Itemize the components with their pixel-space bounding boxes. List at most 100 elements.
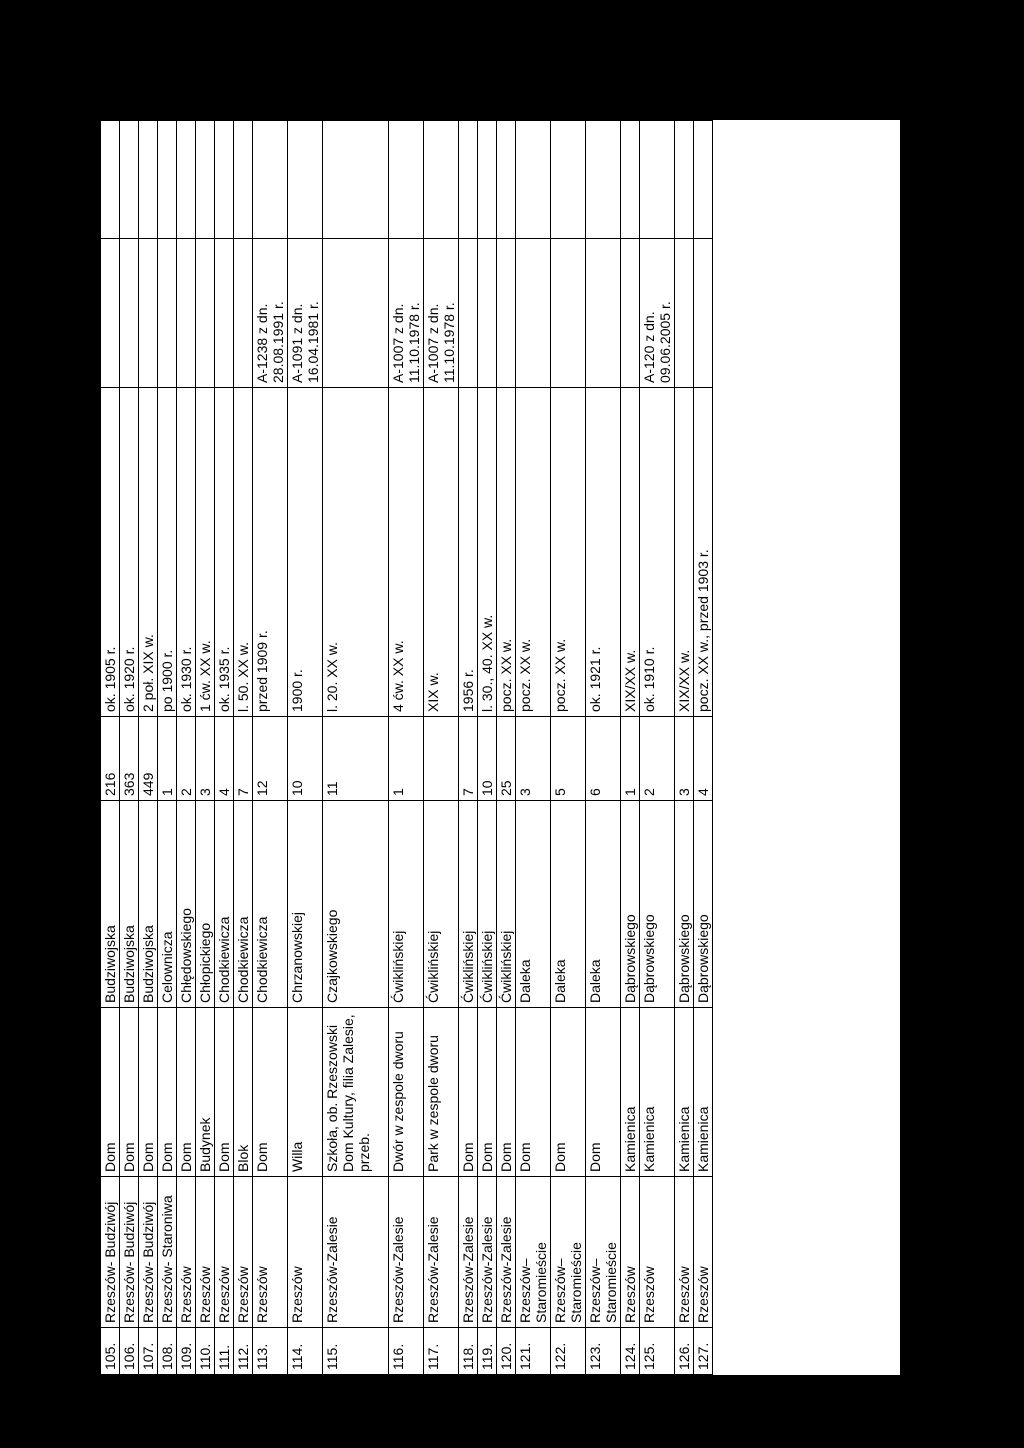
table-cell: Ćwiklińskiej	[458, 800, 478, 1008]
table-cell: 119.	[477, 1327, 497, 1375]
table-cell: 120.	[496, 1327, 516, 1375]
table-cell: pocz. XX w.	[550, 387, 586, 717]
table-cell: Rzeszów-Zalesie	[496, 1176, 516, 1328]
table-row: 123. Rzeszów– Staromieście Dom Daleka 6 ok. 1…	[585, 120, 621, 1375]
table-cell: Rzeszów- Staroniwa	[157, 1176, 177, 1328]
table-cell: ok. 1920 r.	[119, 387, 139, 717]
table-cell: 12	[252, 716, 288, 801]
table-cell	[639, 120, 675, 239]
table-cell: Dom	[214, 1007, 234, 1177]
table-cell: Dom	[138, 1007, 158, 1177]
table-cell: l. 20. XX w.	[322, 387, 389, 717]
table-cell	[477, 120, 497, 239]
table-cell: 7	[233, 716, 253, 801]
table-cell: Dąbrowskiego	[674, 800, 694, 1008]
table-cell: 363	[119, 716, 139, 801]
table-cell: 123.	[585, 1327, 621, 1375]
table-cell: 25	[496, 716, 516, 801]
table-cell: 116.	[388, 1327, 424, 1375]
table-cell: Kamienica	[674, 1007, 694, 1177]
table-row: 125. Rzeszów Kamienica Dąbrowskiego 2 ok. 191…	[639, 120, 675, 1375]
table-cell: Rzeszów	[176, 1176, 196, 1328]
table-cell: A-1091 z dn. 16.04.1981 r.	[287, 238, 323, 388]
table-cell: 10	[287, 716, 323, 801]
table-row: 112. Rzeszów Blok Chodkiewicza 7 l. 50. XX w.	[233, 120, 253, 1375]
table-cell	[233, 120, 253, 239]
table-cell: Chłopickiego	[195, 800, 215, 1008]
table-cell: Dom	[585, 1007, 621, 1177]
table-cell: Daleka	[585, 800, 621, 1008]
table-cell: Dom	[550, 1007, 586, 1177]
table-cell: ok. 1935 r.	[214, 387, 234, 717]
table-cell: Ćwiklińskiej	[388, 800, 424, 1008]
table-cell	[388, 120, 424, 239]
table-cell: Rzeszów	[674, 1176, 694, 1328]
table-cell: Dom	[458, 1007, 478, 1177]
table-cell: 6	[585, 716, 621, 801]
table-cell: Dąbrowskiego	[620, 800, 640, 1008]
table-cell: 124.	[620, 1327, 640, 1375]
table-row: 127. Rzeszów Kamienica Dąbrowskiego 4 pocz. X…	[693, 120, 713, 1375]
table-cell: 1	[388, 716, 424, 801]
table-cell: przed 1909 r.	[252, 387, 288, 717]
table-cell: 114.	[287, 1327, 323, 1375]
table-cell: Chrzanowskiej	[287, 800, 323, 1008]
table-cell: 106.	[119, 1327, 139, 1375]
table-cell: 10	[477, 716, 497, 801]
table-cell	[620, 238, 640, 388]
table-cell: 1900 r.	[287, 387, 323, 717]
table-cell: Chłędowskiego	[176, 800, 196, 1008]
table-cell: 1	[620, 716, 640, 801]
table-cell: Rzeszów-Zalesie	[423, 1176, 459, 1328]
table-cell: 113.	[252, 1327, 288, 1375]
table-cell: Rzeszów	[252, 1176, 288, 1328]
table-cell: Willa	[287, 1007, 323, 1177]
table-cell: XIX w.	[423, 387, 459, 717]
table-cell: Rzeszów- Budziwój	[138, 1176, 158, 1328]
table-cell: po 1900 r.	[157, 387, 177, 717]
table-cell: A-120 z dn. 09.06.2005 r.	[639, 238, 675, 388]
table-cell	[515, 120, 551, 239]
table-cell: A-1007 z dn. 11.10.1978 r.	[423, 238, 459, 388]
table-cell	[119, 120, 139, 239]
table-cell: Dom	[515, 1007, 551, 1177]
table-cell: XIX/XX w.	[620, 387, 640, 717]
table-cell: Ćwiklińskiej	[423, 800, 459, 1008]
table-cell	[157, 238, 177, 388]
table-cell: 110.	[195, 1327, 215, 1375]
table-cell	[287, 120, 323, 239]
table-cell: 127.	[693, 1327, 713, 1375]
table-row: 126. Rzeszów Kamienica Dąbrowskiego 3 XIX/XX …	[674, 120, 694, 1375]
table-row: 116. Rzeszów-Zalesie Dwór w zespole dworu Ć…	[388, 120, 424, 1375]
table-row: 118. Rzeszów-Zalesie Dom Ćwiklińskiej 7 1956 …	[458, 120, 478, 1375]
table-cell: 2	[176, 716, 196, 801]
table-cell: 122.	[550, 1327, 586, 1375]
table-cell: 111.	[214, 1327, 234, 1375]
table-cell: Rzeszów– Staromieście	[515, 1176, 551, 1328]
table-cell: 121.	[515, 1327, 551, 1375]
table-cell: Rzeszów	[195, 1176, 215, 1328]
table-cell: Rzeszów	[214, 1176, 234, 1328]
table-cell	[138, 238, 158, 388]
table-cell: Dąbrowskiego	[639, 800, 675, 1008]
table-cell: 7	[458, 716, 478, 801]
table-cell	[322, 120, 389, 239]
table-cell: A-1238 z dn. 28.08.1991 r.	[252, 238, 288, 388]
table-cell: Daleka	[550, 800, 586, 1008]
table-cell	[233, 238, 253, 388]
table-row: 109. Rzeszów Dom Chłędowskiego 2 ok. 1930 r.	[176, 120, 196, 1375]
table-row: 119. Rzeszów-Zalesie Dom Ćwiklińskiej 10 l. 3…	[477, 120, 497, 1375]
table-row: 110. Rzeszów Budynek Chłopickiego 3 1 ćw. XX …	[195, 120, 215, 1375]
table-cell	[515, 238, 551, 388]
table-row: 107. Rzeszów- Budziwój Dom Budziwojska 449 2 …	[138, 120, 158, 1375]
table-cell: Dom	[100, 1007, 120, 1177]
table-row: 114. Rzeszów Willa Chrzanowskiej 10 1900 r. A-…	[287, 120, 323, 1375]
table-cell: 1	[157, 716, 177, 801]
table-cell: Dom	[496, 1007, 516, 1177]
table-cell: 112.	[233, 1327, 253, 1375]
table-cell: Dąbrowskiego	[693, 800, 713, 1008]
table-cell	[496, 120, 516, 239]
table-cell: 3	[515, 716, 551, 801]
table-cell	[322, 238, 389, 388]
table-cell: Park w zespole dworu	[423, 1007, 459, 1177]
